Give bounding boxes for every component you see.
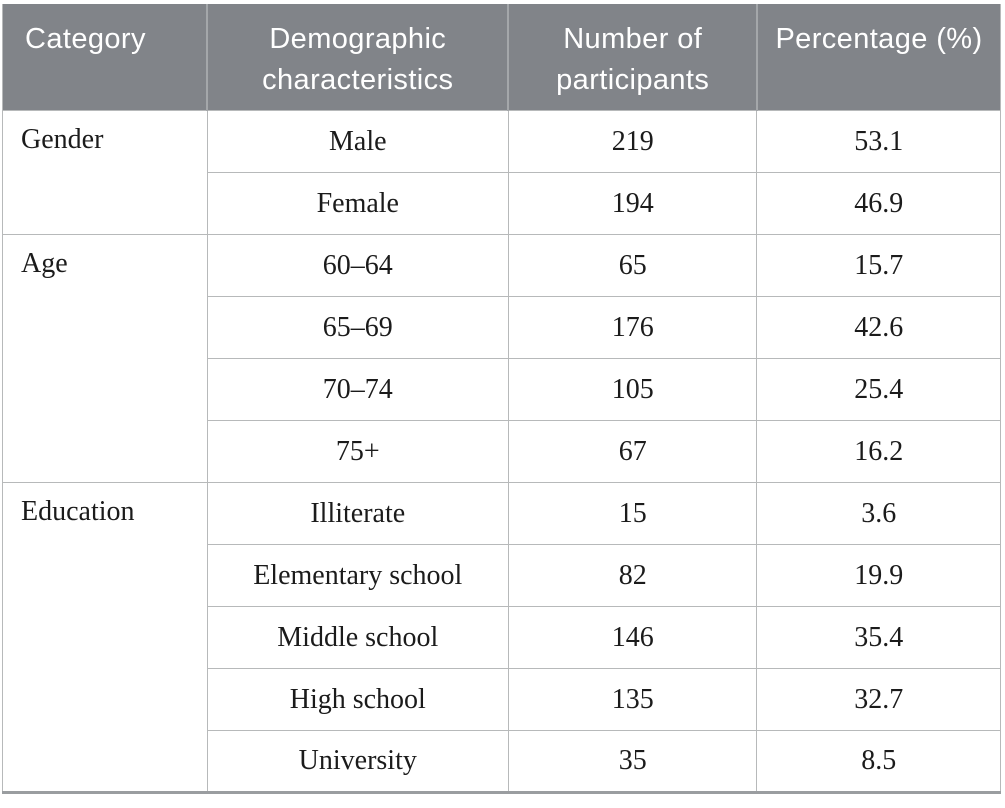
participants-cell: 105 xyxy=(507,358,758,422)
participants-cell: 176 xyxy=(507,296,758,360)
participants-cell: 219 xyxy=(507,110,758,174)
header-number-of-participants: Number of participants xyxy=(507,4,757,112)
demographics-table: Category Demographic characteristics Num… xyxy=(2,4,1001,795)
percentage-cell: 46.9 xyxy=(756,172,1001,236)
header-row: Category Demographic characteristics Num… xyxy=(2,4,1001,112)
header-demographic-characteristics: Demographic characteristics xyxy=(206,4,509,112)
characteristic-cell: Male xyxy=(206,110,509,174)
category-cell-gender: Gender xyxy=(2,110,208,236)
participants-cell: 146 xyxy=(507,606,758,670)
percentage-cell: 19.9 xyxy=(756,544,1001,608)
characteristic-cell: 60–64 xyxy=(206,234,509,298)
percentage-cell: 35.4 xyxy=(756,606,1001,670)
category-cell-education: Education xyxy=(2,482,208,794)
characteristic-cell: 65–69 xyxy=(206,296,509,360)
table-row: Age 60–64 65 15.7 xyxy=(2,234,1001,484)
header-category: Category xyxy=(2,4,208,112)
characteristic-cell: 75+ xyxy=(206,420,509,484)
characteristic-cell: Female xyxy=(206,172,509,236)
percentage-cell: 15.7 xyxy=(756,234,1001,298)
table-row: Gender Male 219 53.1 xyxy=(2,110,1001,236)
table-row: University 35 8.5 xyxy=(3,730,1001,794)
characteristic-cell: Middle school xyxy=(206,606,509,670)
characteristic-cell: High school xyxy=(206,668,509,732)
characteristic-cell: 70–74 xyxy=(206,358,509,422)
participants-cell: 67 xyxy=(507,420,758,484)
characteristic-cell: Illiterate xyxy=(206,482,509,546)
percentage-cell: 42.6 xyxy=(756,296,1001,360)
percentage-cell: 8.5 xyxy=(756,730,1001,794)
participants-cell: 135 xyxy=(507,668,758,732)
table-row: Elementary school 82 19.9 xyxy=(3,544,1001,608)
participants-cell: 35 xyxy=(507,730,758,794)
percentage-cell: 53.1 xyxy=(756,110,1001,174)
table-row: Education Illiterate 15 3.6 xyxy=(2,482,1001,794)
table-row: Middle school 146 35.4 xyxy=(3,606,1001,670)
characteristic-cell: University xyxy=(206,730,509,794)
table-row: 75+ 67 16.2 xyxy=(3,420,1001,484)
table-row: Female 194 46.9 xyxy=(3,172,1001,236)
table-row: High school 135 32.7 xyxy=(3,668,1001,732)
characteristic-cell: Elementary school xyxy=(206,544,509,608)
table-body: Gender Male 219 53.1 Female 194 46.9 Age… xyxy=(2,110,1001,794)
table-header: Category Demographic characteristics Num… xyxy=(2,4,1001,112)
category-cell-age: Age xyxy=(2,234,208,484)
header-percentage: Percentage (%) xyxy=(755,4,1001,112)
participants-cell: 194 xyxy=(507,172,758,236)
participants-cell: 15 xyxy=(507,482,758,546)
participants-cell: 82 xyxy=(507,544,758,608)
percentage-cell: 16.2 xyxy=(756,420,1001,484)
percentage-cell: 32.7 xyxy=(756,668,1001,732)
percentage-cell: 3.6 xyxy=(756,482,1001,546)
participants-cell: 65 xyxy=(507,234,758,298)
percentage-cell: 25.4 xyxy=(756,358,1001,422)
